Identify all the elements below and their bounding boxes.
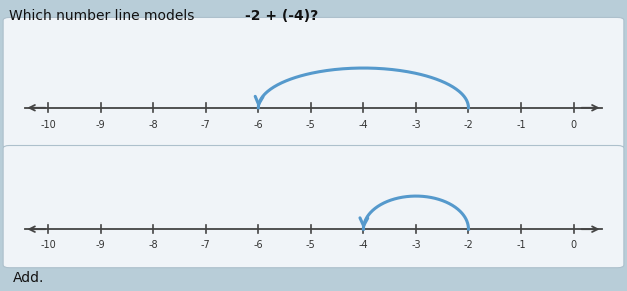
Text: Which number line models: Which number line models — [9, 9, 199, 23]
Text: -2 + (-4)?: -2 + (-4)? — [245, 9, 318, 23]
Text: -4: -4 — [359, 240, 368, 250]
Text: -8: -8 — [149, 240, 158, 250]
Text: -2: -2 — [463, 120, 473, 130]
Text: -4: -4 — [359, 120, 368, 130]
Text: -10: -10 — [40, 120, 56, 130]
Text: -8: -8 — [149, 120, 158, 130]
Text: -5: -5 — [306, 240, 316, 250]
Text: 0: 0 — [571, 120, 577, 130]
Text: -5: -5 — [306, 120, 316, 130]
Text: -1: -1 — [516, 240, 526, 250]
Text: -7: -7 — [201, 240, 211, 250]
Text: Add.: Add. — [13, 271, 44, 285]
Text: -10: -10 — [40, 240, 56, 250]
Text: -6: -6 — [253, 120, 263, 130]
Text: -2: -2 — [463, 240, 473, 250]
Text: -9: -9 — [96, 120, 105, 130]
Text: 0: 0 — [571, 240, 577, 250]
Text: -1: -1 — [516, 120, 526, 130]
Text: -6: -6 — [253, 240, 263, 250]
Text: -3: -3 — [411, 240, 421, 250]
Text: -9: -9 — [96, 240, 105, 250]
Text: -3: -3 — [411, 120, 421, 130]
Text: -7: -7 — [201, 120, 211, 130]
